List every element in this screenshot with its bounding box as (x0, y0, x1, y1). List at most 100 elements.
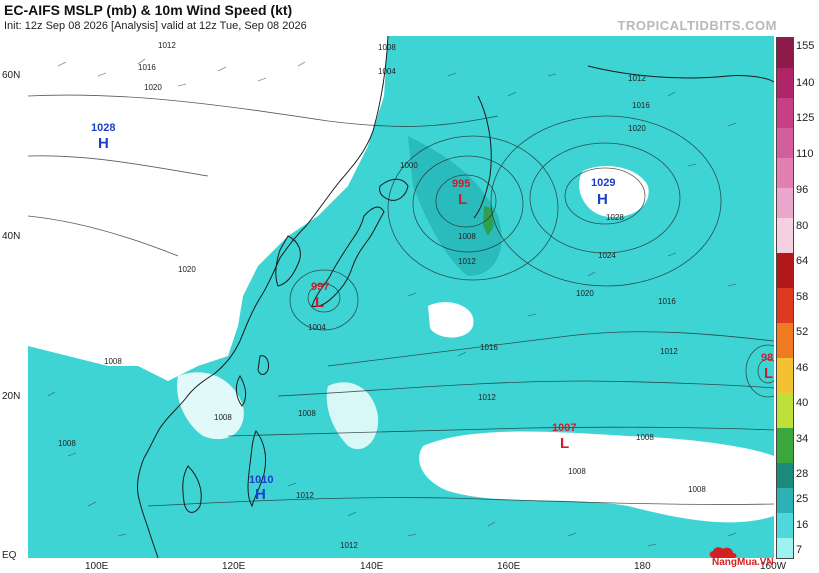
colorbar-segment (777, 188, 793, 218)
wind-speed-colorbar (776, 37, 794, 559)
isobar-label: 1008 (58, 439, 76, 448)
isobars (28, 94, 774, 507)
calm-region-central-pacific (428, 302, 474, 338)
strong-wind-core (483, 206, 494, 236)
colorbar-label: 46 (796, 362, 809, 374)
isobar-label: 1012 (296, 491, 314, 500)
calm-region-north-pacific (579, 166, 649, 218)
lon-label: 120E (222, 561, 246, 572)
colorbar-segment (777, 128, 793, 158)
isobar-label: 1012 (660, 347, 678, 356)
high-pressure-north-pacific: 1029 H (591, 177, 615, 208)
high-pressure-philippines: 1010 H (249, 474, 273, 503)
isobar-label: 1028 (606, 213, 624, 222)
weather-map: 1012 1016 1020 1004 1008 1000 1012 1016 … (28, 36, 774, 558)
colorbar-segment (777, 98, 793, 128)
isobar-label: 1008 (378, 43, 396, 52)
lon-label: 160E (497, 561, 521, 572)
colorbar-segment (777, 323, 793, 358)
isobar-label: 1008 (214, 413, 232, 422)
isobar-label: 1008 (298, 409, 316, 418)
isobar-label: 1000 (400, 161, 418, 170)
colorbar-segment (777, 288, 793, 323)
isobar-label: 1016 (138, 63, 156, 72)
header: EC-AIFS MSLP (mb) & 10m Wind Speed (kt) … (0, 0, 819, 36)
isobar-label: 1012 (628, 74, 646, 83)
map-title: EC-AIFS MSLP (mb) & 10m Wind Speed (kt) (4, 2, 293, 18)
isobar-label: 1008 (568, 467, 586, 476)
low-pressure-kuril: 995 L (452, 178, 470, 208)
colorbar-label: 52 (796, 326, 809, 338)
pressure-type: L (315, 294, 324, 311)
high-pressure-mongolia: 1028 H (91, 122, 115, 152)
pressure-centers: 1028 H 995 L 1029 H 997 L 1007 L 1010 H … (91, 122, 773, 503)
calm-region-tropics (419, 431, 774, 523)
colorbar-segment (777, 488, 793, 513)
isobar-label: 1012 (340, 541, 358, 550)
isobar-label: 1008 (104, 357, 122, 366)
isobar-label: 1008 (636, 433, 654, 442)
strong-wind-band (408, 136, 502, 276)
pressure-value: 1028 (91, 122, 115, 134)
colorbar-segment (777, 218, 793, 253)
lat-label: EQ (2, 550, 17, 561)
colorbar-segment (777, 538, 793, 558)
map-subtitle: Init: 12z Sep 08 2026 [Analysis] valid a… (4, 20, 307, 32)
colorbar-segment (777, 428, 793, 463)
lat-label: 20N (2, 391, 21, 402)
pressure-value: 1029 (591, 177, 615, 189)
isobar-labels: 1012 1016 1020 1004 1008 1000 1012 1016 … (58, 41, 706, 550)
colorbar-segment (777, 68, 793, 98)
colorbar-label: 28 (796, 468, 809, 480)
isobar-label: 1020 (628, 124, 646, 133)
pressure-type: L (458, 191, 467, 208)
colorbar-label: 140 (796, 77, 815, 89)
brand-label: TROPICALTIDBITS.COM (617, 18, 777, 33)
low-pressure-east-edge: 98 L (761, 352, 773, 382)
isobar-label: 1020 (144, 83, 162, 92)
isobar-label: 1020 (178, 265, 196, 274)
colorbar-segment (777, 393, 793, 428)
isobar-label: 1016 (658, 297, 676, 306)
colorbar-segment (777, 158, 793, 188)
colorbar-label: 40 (796, 397, 809, 409)
calm-region-asia (28, 36, 388, 381)
isobar-label: 1012 (458, 257, 476, 266)
lat-label: 60N (2, 70, 21, 81)
pressure-value: 98 (761, 352, 773, 364)
isobar-label: 1004 (378, 67, 396, 76)
low-pressure-japan: 997 L (311, 281, 329, 311)
colorbar-segment (777, 463, 793, 488)
pressure-value: 1007 (552, 422, 576, 434)
colorbar-segment (777, 513, 793, 538)
isobar-label: 1004 (308, 323, 326, 332)
pressure-value: 1010 (249, 474, 273, 486)
colorbar-segment (777, 38, 793, 68)
cloud-rain-icon (709, 547, 737, 558)
wind-barbs (47, 58, 737, 547)
isobar-label: 1020 (576, 289, 594, 298)
isobar-label: 1012 (478, 393, 496, 402)
isobar-label: 1016 (632, 101, 650, 110)
pressure-type: H (255, 486, 266, 503)
pressure-value: 997 (311, 281, 329, 293)
isobar-label: 1016 (480, 343, 498, 352)
isobar-label: 1024 (598, 251, 616, 260)
colorbar-segment (777, 358, 793, 393)
colorbar-label: 80 (796, 220, 809, 232)
colorbar-label: 7 (796, 544, 803, 556)
pressure-type: L (560, 435, 569, 452)
lon-label: 140E (360, 561, 384, 572)
colorbar-segment (777, 253, 793, 288)
lon-label: 100E (85, 561, 109, 572)
pressure-type: H (98, 135, 109, 152)
colorbar-label: 110 (796, 148, 814, 160)
pressure-value: 995 (452, 178, 470, 190)
isobar-label: 1012 (158, 41, 176, 50)
pressure-type: H (597, 191, 608, 208)
colorbar-label: 58 (796, 291, 809, 303)
lon-label: 160W (760, 561, 787, 572)
colorbar-label: 125 (796, 112, 815, 124)
colorbar-label: 64 (796, 255, 809, 267)
isobar-label: 1008 (688, 485, 706, 494)
